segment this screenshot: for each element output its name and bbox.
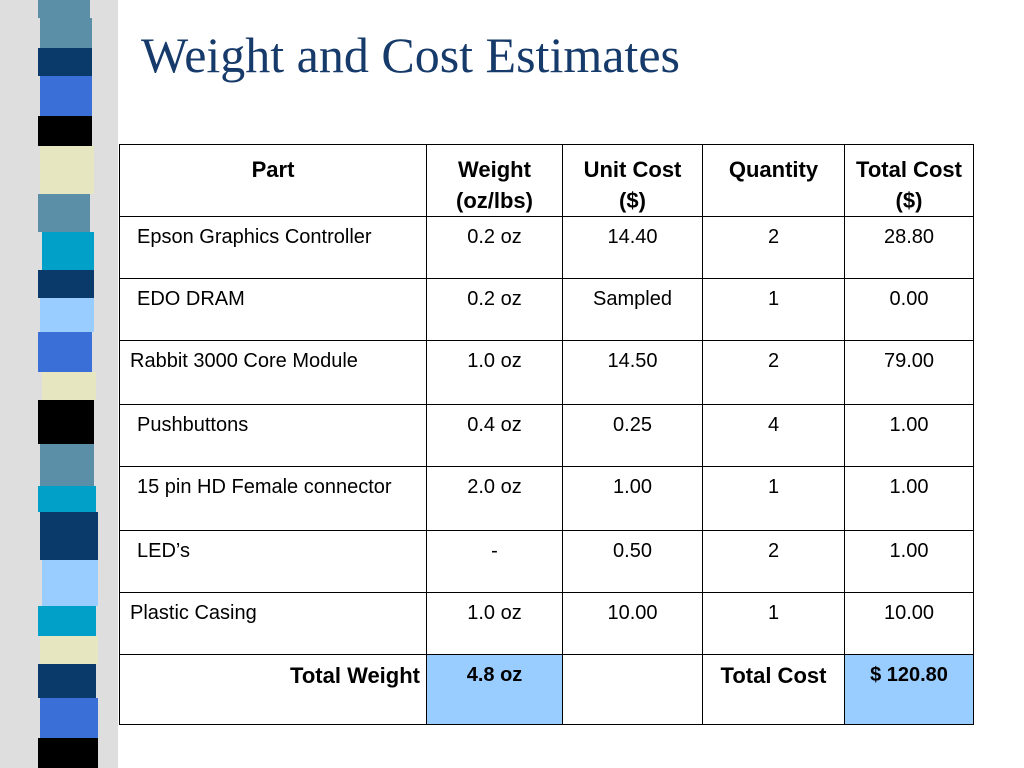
table-row: Plastic Casing 1.0 oz 10.00 1 10.00 bbox=[119, 592, 974, 655]
stripe-block bbox=[38, 606, 96, 636]
stripe-block bbox=[38, 116, 92, 146]
total-cost-value: $ 120.80 bbox=[844, 654, 974, 725]
quantity-cell: 1 bbox=[702, 466, 845, 531]
quantity-cell: 2 bbox=[702, 340, 845, 405]
table-header-row: Part Weight (oz/lbs) Unit Cost ($) Quant… bbox=[119, 144, 974, 217]
stripe-block bbox=[38, 400, 94, 444]
quantity-cell: 1 bbox=[702, 592, 845, 655]
total-cost-cell: 0.00 bbox=[844, 278, 974, 341]
table-row: EDO DRAM 0.2 oz Sampled 1 0.00 bbox=[119, 278, 974, 341]
quantity-cell: 2 bbox=[702, 216, 845, 279]
part-cell: LED’s bbox=[119, 530, 427, 593]
header-total-cost: Total Cost ($) bbox=[844, 144, 974, 217]
stripe-block bbox=[38, 738, 98, 768]
part-cell: 15 pin HD Female connector bbox=[119, 466, 427, 531]
stripe-block bbox=[40, 18, 92, 48]
stripe-block bbox=[40, 444, 94, 486]
weight-cell: - bbox=[426, 530, 563, 593]
stripe-block bbox=[42, 372, 96, 400]
header-quantity: Quantity bbox=[702, 144, 845, 217]
total-cost-cell: 79.00 bbox=[844, 340, 974, 405]
header-unit-cost: Unit Cost ($) bbox=[562, 144, 703, 217]
total-cost-cell: 1.00 bbox=[844, 404, 974, 467]
stripe-block bbox=[40, 76, 92, 116]
table-row: Pushbuttons 0.4 oz 0.25 4 1.00 bbox=[119, 404, 974, 467]
part-label: 15 pin HD Female connector bbox=[137, 476, 392, 498]
stripe-block bbox=[40, 512, 98, 560]
total-cost-cell: 1.00 bbox=[844, 530, 974, 593]
unit-cost-cell: 10.00 bbox=[562, 592, 703, 655]
quantity-cell: 1 bbox=[702, 278, 845, 341]
totals-row: Total Weight 4.8 oz Total Cost $ 120.80 bbox=[119, 654, 974, 725]
decorative-stripe-column bbox=[38, 0, 100, 768]
stripe-block bbox=[40, 698, 98, 738]
stripe-block bbox=[38, 270, 94, 298]
estimates-table: Part Weight (oz/lbs) Unit Cost ($) Quant… bbox=[119, 144, 974, 725]
total-cost-cell: 10.00 bbox=[844, 592, 974, 655]
weight-cell: 1.0 oz bbox=[426, 340, 563, 405]
unit-cost-cell: 0.50 bbox=[562, 530, 703, 593]
header-part: Part bbox=[119, 144, 427, 217]
part-cell: Epson Graphics Controller bbox=[119, 216, 427, 279]
header-weight: Weight (oz/lbs) bbox=[426, 144, 563, 217]
empty-cell bbox=[562, 654, 703, 725]
table-row: LED’s - 0.50 2 1.00 bbox=[119, 530, 974, 593]
quantity-cell: 4 bbox=[702, 404, 845, 467]
part-cell: Pushbuttons bbox=[119, 404, 427, 467]
total-weight-value: 4.8 oz bbox=[426, 654, 563, 725]
slide-title: Weight and Cost Estimates bbox=[141, 27, 680, 83]
total-cost-label: Total Cost bbox=[702, 654, 845, 725]
stripe-block bbox=[40, 298, 94, 332]
stripe-block bbox=[38, 664, 96, 698]
weight-cell: 2.0 oz bbox=[426, 466, 563, 531]
weight-cell: 0.2 oz bbox=[426, 216, 563, 279]
total-cost-cell: 1.00 bbox=[844, 466, 974, 531]
stripe-block bbox=[38, 332, 92, 372]
stripe-block bbox=[38, 48, 92, 76]
total-cost-cell: 28.80 bbox=[844, 216, 974, 279]
unit-cost-cell: 1.00 bbox=[562, 466, 703, 531]
table-row: Rabbit 3000 Core Module 1.0 oz 14.50 2 7… bbox=[119, 340, 974, 405]
stripe-block bbox=[42, 232, 94, 270]
unit-cost-cell: 14.50 bbox=[562, 340, 703, 405]
unit-cost-cell: 14.40 bbox=[562, 216, 703, 279]
stripe-block bbox=[40, 636, 98, 664]
weight-cell: 0.4 oz bbox=[426, 404, 563, 467]
part-cell: Plastic Casing bbox=[119, 592, 427, 655]
total-weight-label: Total Weight bbox=[119, 654, 427, 725]
part-cell: Rabbit 3000 Core Module bbox=[119, 340, 427, 405]
table-row: Epson Graphics Controller 0.2 oz 14.40 2… bbox=[119, 216, 974, 279]
stripe-block bbox=[42, 560, 98, 606]
quantity-cell: 2 bbox=[702, 530, 845, 593]
stripe-block bbox=[38, 194, 90, 232]
unit-cost-cell: 0.25 bbox=[562, 404, 703, 467]
unit-cost-cell: Sampled bbox=[562, 278, 703, 341]
weight-cell: 1.0 oz bbox=[426, 592, 563, 655]
part-cell: EDO DRAM bbox=[119, 278, 427, 341]
weight-cell: 0.2 oz bbox=[426, 278, 563, 341]
stripe-block bbox=[38, 486, 96, 512]
stripe-block bbox=[38, 0, 90, 18]
table-row: 15 pin HD Female connector 2.0 oz 1.00 1… bbox=[119, 466, 974, 531]
stripe-block bbox=[40, 146, 94, 194]
